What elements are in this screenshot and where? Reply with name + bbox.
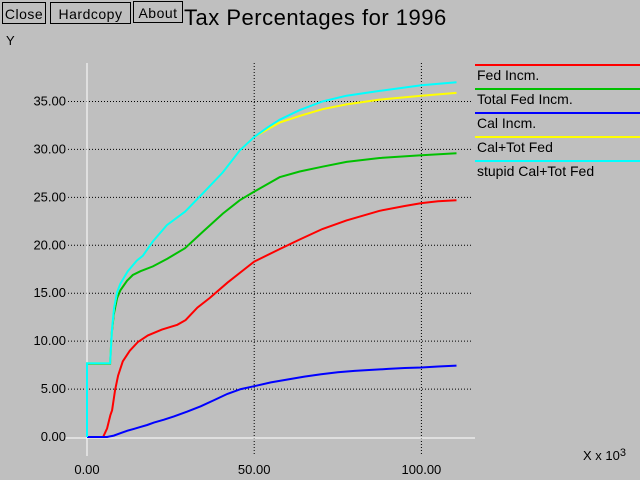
y-tick-label: 10.00 (33, 333, 66, 348)
legend-line-stupid-cal-tot-fed (475, 160, 640, 162)
chart-title: Tax Percentages for 1996 (184, 5, 447, 30)
y-tick-label: 25.00 (33, 189, 66, 204)
x-tick-label: 0.00 (74, 462, 99, 477)
y-tick-label: 0.00 (41, 429, 66, 444)
legend-entry-stupid-cal-tot-fed: stupid Cal+Tot Fed (475, 160, 640, 184)
hardcopy-button[interactable]: Hardcopy (50, 2, 131, 24)
legend-line-cal-incm (475, 112, 640, 114)
y-tick-label: 35.00 (33, 93, 66, 108)
series-line-stupid-cal-tot-fed (86, 81, 457, 437)
legend-line-total-fed-incm (475, 88, 640, 90)
x-tick-label: 100.00 (402, 462, 442, 477)
legend-label-cal-incm: Cal Incm. (477, 115, 537, 131)
legend-entry-cal-incm: Cal Incm. (475, 112, 640, 136)
legend: Fed Incm. Total Fed Incm. Cal Incm. Cal+… (475, 64, 640, 184)
legend-line-fed-incm (475, 64, 640, 66)
y-tick-label: 15.00 (33, 285, 66, 300)
legend-label-stupid-cal-tot-fed: stupid Cal+Tot Fed (477, 163, 595, 179)
series-line-cal-incm (87, 364, 457, 438)
series-line-total-fed-incm (86, 152, 457, 437)
y-axis-label: Y (6, 33, 15, 48)
y-tick-label: 20.00 (33, 237, 66, 252)
legend-label-total-fed-incm: Total Fed Incm. (477, 91, 573, 107)
x-tick-label: 50.00 (238, 462, 271, 477)
y-tick-label: 5.00 (41, 381, 66, 396)
series-line-fed-incm (87, 199, 457, 438)
legend-entry-cal-tot-fed: Cal+Tot Fed (475, 136, 640, 160)
legend-entry-total-fed-incm: Total Fed Incm. (475, 88, 640, 112)
series-line-cal-tot-fed (86, 91, 457, 437)
y-tick-label: 30.00 (33, 141, 66, 156)
legend-label-cal-tot-fed: Cal+Tot Fed (477, 139, 553, 155)
x-axis-label-text: X x 10 (583, 448, 620, 463)
legend-line-cal-tot-fed (475, 136, 640, 138)
x-axis-label-exponent: 3 (619, 447, 626, 459)
legend-label-fed-incm: Fed Incm. (477, 67, 540, 83)
x-axis-label: X x 103 (583, 447, 626, 463)
legend-entry-fed-incm: Fed Incm. (475, 64, 640, 88)
close-button[interactable]: Close (2, 2, 46, 24)
about-button[interactable]: About (133, 1, 183, 23)
